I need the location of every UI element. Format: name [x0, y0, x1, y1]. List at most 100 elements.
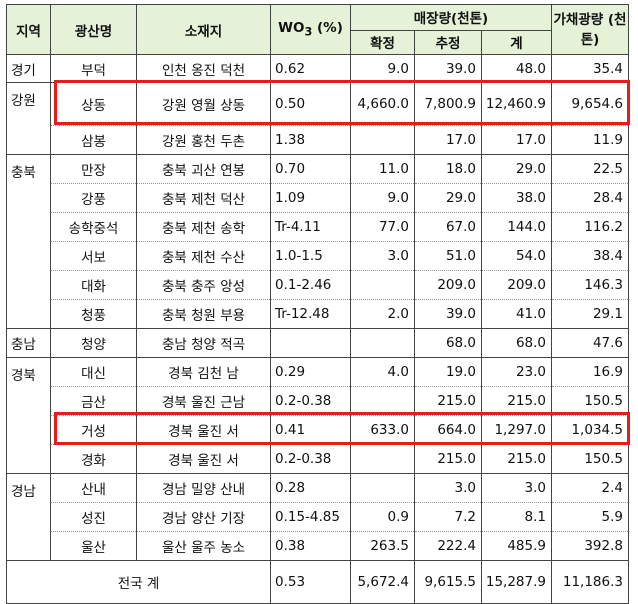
wo3-cell: 0.70: [270, 154, 351, 184]
wo3-cell: 0.62: [270, 54, 351, 83]
wo3-cell: 0.38: [270, 531, 351, 561]
mine-cell: 대화: [50, 270, 137, 300]
mine-cell: 경화: [50, 444, 137, 474]
estimated-cell: 39.0: [414, 54, 482, 83]
location-cell: 강원 홍천 두촌: [136, 125, 271, 155]
total-cell: 17.0: [481, 125, 552, 155]
table-row: 강원 상동 강원 영월 상동 0.50 4,660.0 7,800.9 12,4…: [6, 82, 629, 155]
total-cell: 1,297.0: [481, 415, 552, 445]
wo3-cell: 1.09: [270, 183, 351, 213]
estimated-cell: 17.0: [414, 125, 482, 155]
table-row: 삼봉 강원 홍천 두촌 1.38 17.0 17.0 11.9: [7, 125, 629, 155]
header-estimated: 추정: [414, 29, 482, 55]
wo3-cell: 0.29: [270, 357, 351, 387]
region-cell: 충남: [6, 328, 51, 358]
header-wo3: WO3 (%): [270, 4, 351, 55]
mine-cell: 산내: [50, 473, 137, 503]
total-label: 전국 계: [6, 560, 271, 604]
recoverable-cell: 5.9: [551, 502, 629, 532]
total-wo3: 0.53: [270, 560, 351, 604]
recoverable-cell: 22.5: [551, 154, 629, 184]
table-row: 거성 경북 울진 서 0.41 633.0 664.0 1,297.0 1,03…: [7, 415, 629, 445]
mine-cell: 금산: [50, 386, 137, 416]
total-estimated: 9,615.5: [414, 560, 482, 604]
location-cell: 충남 청양 적곡: [136, 328, 271, 358]
table-row: 울산 울산 울주 농소 0.38 263.5 222.4 485.9 392.8: [7, 531, 629, 561]
header-reserves: 매장량(천톤): [350, 4, 552, 31]
table-row: 송학중석 충북 제천 송학 Tr-4.11 77.0 67.0 144.0 11…: [7, 212, 629, 242]
total-cell: 8.1: [481, 502, 552, 532]
region-cell: 충북: [6, 154, 51, 329]
location-cell: 충북 청원 부용: [136, 299, 271, 329]
recoverable-cell: 29.1: [551, 299, 629, 329]
table-row: 충북 만장 충북 괴산 연봉 0.70 11.0 18.0 29.0 22.5: [6, 154, 629, 329]
confirmed-cell: 11.0: [350, 154, 415, 184]
wo3-cell: 1.0-1.5: [270, 241, 351, 271]
mine-cell: 성진: [50, 502, 137, 532]
confirmed-cell: [350, 386, 415, 416]
wo3-cell: 0.2-0.38: [270, 386, 351, 416]
table-row: 청풍 충북 청원 부용 Tr-12.48 2.0 39.0 41.0 29.1: [7, 299, 629, 329]
table-row: 경북 대신 경북 김천 남 0.29 4.0 19.0 23.0 16.9: [6, 357, 629, 474]
total-cell: 144.0: [481, 212, 552, 242]
recoverable-cell: 38.4: [551, 241, 629, 271]
location-cell: 충북 제천 덕산: [136, 183, 271, 213]
table-row: 경기 부덕 인천 옹진 덕천 0.62 9.0 39.0 48.0 35.4: [6, 54, 629, 83]
recoverable-cell: 11.9: [551, 125, 629, 155]
location-cell: 경남 밀양 산내: [136, 473, 271, 503]
estimated-cell: 209.0: [414, 270, 482, 300]
recoverable-cell: 392.8: [551, 531, 629, 561]
total-total: 15,287.9: [481, 560, 552, 604]
wo3-cell: Tr-4.11: [270, 212, 351, 242]
estimated-cell: 19.0: [414, 357, 482, 387]
location-cell: 경북 김천 남: [136, 357, 271, 387]
location-cell: 경북 울진 서: [136, 415, 271, 445]
mine-cell: 삼봉: [50, 125, 137, 155]
location-cell: 울산 울주 농소: [136, 531, 271, 561]
mine-cell: 울산: [50, 531, 137, 561]
total-cell: 12,460.9: [481, 82, 552, 126]
estimated-cell: 18.0: [414, 154, 482, 184]
estimated-cell: 68.0: [414, 328, 482, 358]
wo3-cell: 1.38: [270, 125, 351, 155]
recoverable-cell: 150.5: [551, 444, 629, 474]
confirmed-cell: 9.0: [350, 183, 415, 213]
confirmed-cell: 9.0: [350, 54, 415, 83]
wo3-cell: 0.15-4.85: [270, 502, 351, 532]
table-row: 성진 경남 양산 기장 0.15-4.85 0.9 7.2 8.1 5.9: [7, 502, 629, 532]
confirmed-cell: 0.9: [350, 502, 415, 532]
table-row: 충남 청양 충남 청양 적곡 68.0 68.0 47.6: [6, 328, 629, 358]
confirmed-cell: [350, 125, 415, 155]
mine-cell: 송학중석: [50, 212, 137, 242]
estimated-cell: 664.0: [414, 415, 482, 445]
header-location: 소재지: [136, 4, 271, 55]
estimated-cell: 7,800.9: [414, 82, 482, 126]
recoverable-cell: 28.4: [551, 183, 629, 213]
region-cell: 경남: [6, 473, 51, 561]
location-cell: 강원 영월 상동: [136, 82, 271, 126]
confirmed-cell: 77.0: [350, 212, 415, 242]
estimated-cell: 3.0: [414, 473, 482, 503]
wo3-cell: 0.2-0.38: [270, 444, 351, 474]
confirmed-cell: 4,660.0: [350, 82, 415, 126]
total-cell: 54.0: [481, 241, 552, 271]
total-cell: 48.0: [481, 54, 552, 83]
mine-cell: 서보: [50, 241, 137, 271]
estimated-cell: 39.0: [414, 299, 482, 329]
recoverable-cell: 2.4: [551, 473, 629, 503]
location-cell: 충북 제천 송학: [136, 212, 271, 242]
total-cell: 41.0: [481, 299, 552, 329]
estimated-cell: 51.0: [414, 241, 482, 271]
location-cell: 인천 옹진 덕천: [136, 54, 271, 83]
region-cell: 강원: [6, 82, 51, 155]
wo3-suffix: (%): [317, 20, 343, 37]
table-row: 경남 산내 경남 밀양 산내 0.28 3.0 3.0 2.4: [6, 473, 629, 561]
confirmed-cell: [350, 328, 415, 358]
confirmed-cell: [350, 473, 415, 503]
confirmed-cell: 2.0: [350, 299, 415, 329]
recoverable-cell: 150.5: [551, 386, 629, 416]
reserves-table: 지역 광산명 소재지 WO3 (%) 매장량(천톤) 가채광량 (천톤) 확정 …: [6, 4, 629, 604]
confirmed-cell: 633.0: [350, 415, 415, 445]
total-cell: 215.0: [481, 386, 552, 416]
